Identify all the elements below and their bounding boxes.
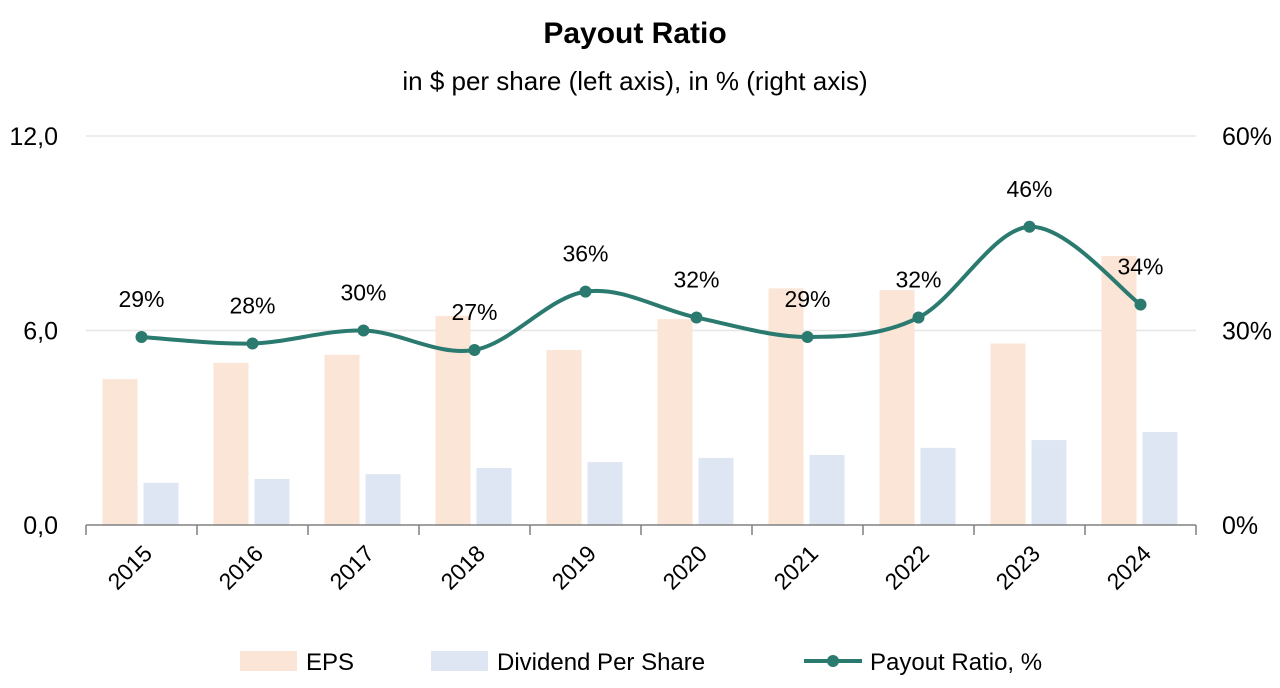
payout-ratio-point [468,343,481,356]
x-axis-tick-label: 2024 [1101,540,1156,595]
x-axis-tick-label: 2016 [213,540,268,595]
payout-ratio-data-label: 32% [673,267,719,293]
x-axis-tick-label: 2018 [435,540,490,595]
legend-payout-label: Payout Ratio, % [870,649,1042,676]
dividend-bar [698,457,734,525]
x-axis-tick-label: 2020 [657,540,712,595]
payout-ratio-point [912,311,925,324]
x-axis-tick-label: 2017 [324,540,379,595]
dividend-bar [476,467,512,525]
payout-ratio-data-label: 29% [784,286,830,312]
legend-eps-label: EPS [306,649,354,676]
payout-ratio-data-label: 27% [451,299,497,325]
payout-ratio-data-label: 28% [229,292,275,318]
eps-bar [1101,255,1137,526]
eps-bar [768,288,804,525]
right-axis-tick-label: 60% [1222,123,1272,151]
payout-ratio-point [801,330,814,343]
payout-ratio-data-label: 36% [562,241,608,267]
payout-ratio-point [1023,220,1036,233]
dividend-bar [587,462,623,525]
payout-ratio-data-label: 46% [1006,176,1052,202]
eps-bar [102,379,138,525]
left-axis-tick-label: 12,0 [9,123,58,151]
dividend-bar [143,482,179,525]
payout-ratio-point [246,337,259,350]
legend-dividend-label: Dividend Per Share [497,649,705,676]
x-axis-tick-label: 2015 [102,540,157,595]
legend-payout-marker [827,655,839,667]
payout-ratio-data-label: 29% [118,286,164,312]
dividend-bar [1142,431,1178,525]
eps-bar [546,349,582,525]
dividend-bar [809,454,845,525]
payout-ratio-point [135,330,148,343]
left-axis-tick-label: 6,0 [23,318,58,346]
chart-title: Payout Ratio [543,17,726,50]
dividend-bar [1031,440,1067,525]
payout-ratio-point [357,324,370,337]
chart-subtitle: in $ per share (left axis), in % (right … [402,66,867,96]
eps-bar [990,343,1026,525]
x-axis-tick-label: 2019 [546,540,601,595]
left-axis-tick-label: 0,0 [23,512,58,540]
dividend-bar [254,478,290,525]
dividend-bar [920,447,956,525]
payout-ratio-point [690,311,703,324]
payout-ratio-line [141,224,1142,353]
dividend-bar [365,474,401,525]
eps-bar [213,362,249,525]
x-axis-tick-label: 2022 [879,540,934,595]
right-axis-tick-label: 0% [1222,512,1258,540]
payout-ratio-point [579,285,592,298]
eps-bar [657,319,693,525]
payout-ratio-data-label: 32% [895,267,941,293]
x-axis-tick-label: 2023 [990,540,1045,595]
payout-ratio-data-label: 34% [1117,254,1163,280]
x-axis-tick-label: 2021 [768,540,823,595]
right-axis-tick-label: 30% [1222,318,1272,346]
legend-eps-swatch [240,651,297,671]
payout-ratio-point [1134,298,1147,311]
eps-bar [324,354,360,525]
payout-ratio-data-label: 30% [340,280,386,306]
legend-dividend-swatch [431,651,488,671]
